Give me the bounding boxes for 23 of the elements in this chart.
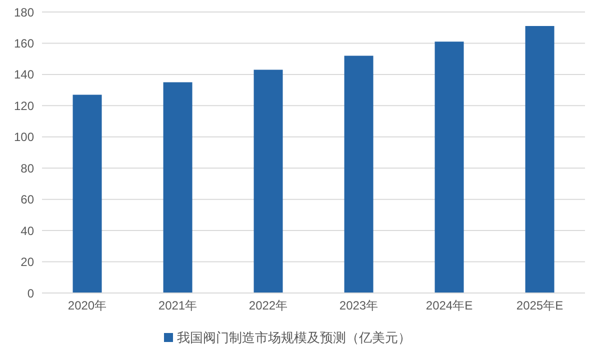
y-tick-label: 80 <box>20 161 34 176</box>
y-tick-label: 20 <box>20 255 34 270</box>
bar <box>344 56 374 293</box>
bar <box>525 26 554 293</box>
legend-label: 我国阀门制造市场规模及预测（亿美元） <box>177 330 411 345</box>
x-tick-label: 2020年 <box>68 298 107 313</box>
x-tick-label: 2024年E <box>426 298 473 313</box>
bar <box>163 82 192 293</box>
x-tick-label: 2021年 <box>158 298 198 313</box>
bar <box>254 70 283 293</box>
y-tick-label: 0 <box>27 286 34 300</box>
y-tick-label: 120 <box>14 98 34 113</box>
y-tick-label: 100 <box>14 130 34 144</box>
y-tick-label: 140 <box>14 68 34 82</box>
x-tick-label: 2023年 <box>339 298 378 313</box>
y-tick-label: 40 <box>20 224 34 238</box>
y-tick-label: 180 <box>14 5 34 20</box>
y-tick-label: 60 <box>20 192 34 207</box>
bar <box>72 94 102 293</box>
x-tick-label: 2022年 <box>248 298 288 313</box>
x-tick-label: 2025年E <box>516 298 564 313</box>
y-tick-label: 160 <box>14 36 34 50</box>
bar <box>434 42 464 293</box>
